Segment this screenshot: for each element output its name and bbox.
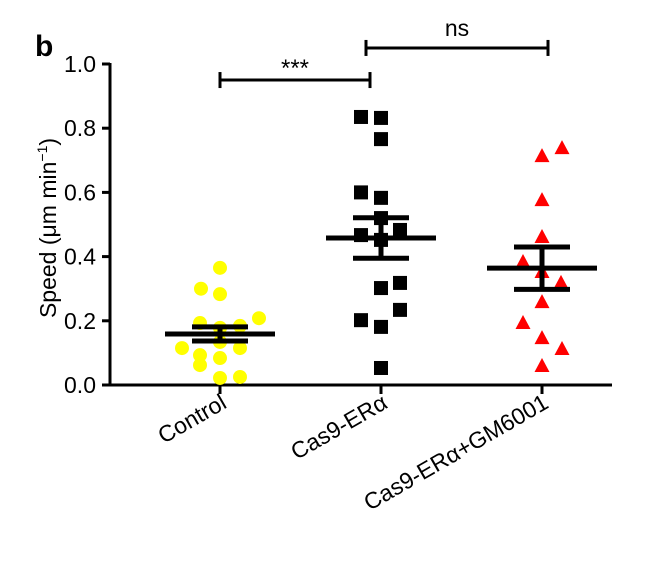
svg-text:Speed (μm min−1): Speed (μm min−1) — [34, 138, 61, 318]
data-point-triangle — [554, 140, 570, 155]
y-tick-label: 0.0 — [64, 372, 96, 398]
data-point-square — [354, 185, 368, 200]
y-tick-label: 0.4 — [64, 244, 96, 270]
mean-sem-bars — [165, 215, 597, 344]
data-point-square — [374, 110, 388, 125]
data-point-circle — [213, 370, 227, 385]
y-axis-label-close: ) — [35, 138, 61, 146]
data-point-circle — [213, 351, 227, 366]
data-point-triangle — [554, 341, 570, 356]
data-point-circle — [213, 260, 227, 275]
y-tick-label: 1.0 — [64, 51, 96, 77]
x-tick-label: Cas9-ERα — [286, 389, 391, 465]
significance-annotations: *** ns — [218, 15, 550, 89]
data-point-circle — [194, 281, 208, 296]
y-tick-label: 0.2 — [64, 308, 96, 334]
data-point-triangle — [515, 315, 531, 330]
data-point-triangle — [534, 192, 550, 207]
data-point-triangle — [534, 229, 550, 244]
data-point-triangle — [534, 358, 550, 373]
data-points — [175, 109, 570, 385]
data-point-square — [354, 313, 368, 328]
data-point-triangle — [534, 148, 550, 163]
data-point-square — [354, 109, 368, 124]
y-tick-label: 0.8 — [64, 115, 96, 141]
data-point-triangle — [534, 330, 550, 345]
data-point-square — [374, 319, 388, 334]
data-point-square — [393, 222, 407, 237]
data-point-square — [393, 275, 407, 290]
significance-label: ns — [445, 15, 469, 41]
y-axis-label: Speed (μm min−1) — [34, 138, 61, 318]
y-tick-label: 0.6 — [64, 179, 96, 205]
data-point-circle — [252, 311, 266, 326]
data-point-triangle — [515, 254, 531, 269]
data-point-square — [374, 281, 388, 296]
data-point-square — [374, 360, 388, 375]
data-point-square — [393, 302, 407, 317]
significance-label: *** — [281, 55, 309, 82]
data-point-circle — [233, 341, 247, 356]
data-point-triangle — [534, 294, 550, 309]
y-axis-label-sup: −1 — [34, 145, 50, 161]
data-point-triangle — [553, 274, 569, 289]
data-point-circle — [213, 287, 227, 302]
data-point-circle — [193, 358, 207, 373]
x-tick-label: Control — [153, 389, 230, 449]
y-axis-label-main: Speed (μm min — [35, 162, 61, 318]
data-point-circle — [193, 348, 207, 363]
data-point-square — [374, 190, 388, 205]
data-point-square — [374, 132, 388, 147]
panel-label: b — [35, 30, 53, 63]
data-point-circle — [233, 369, 247, 384]
data-point-circle — [175, 341, 189, 356]
